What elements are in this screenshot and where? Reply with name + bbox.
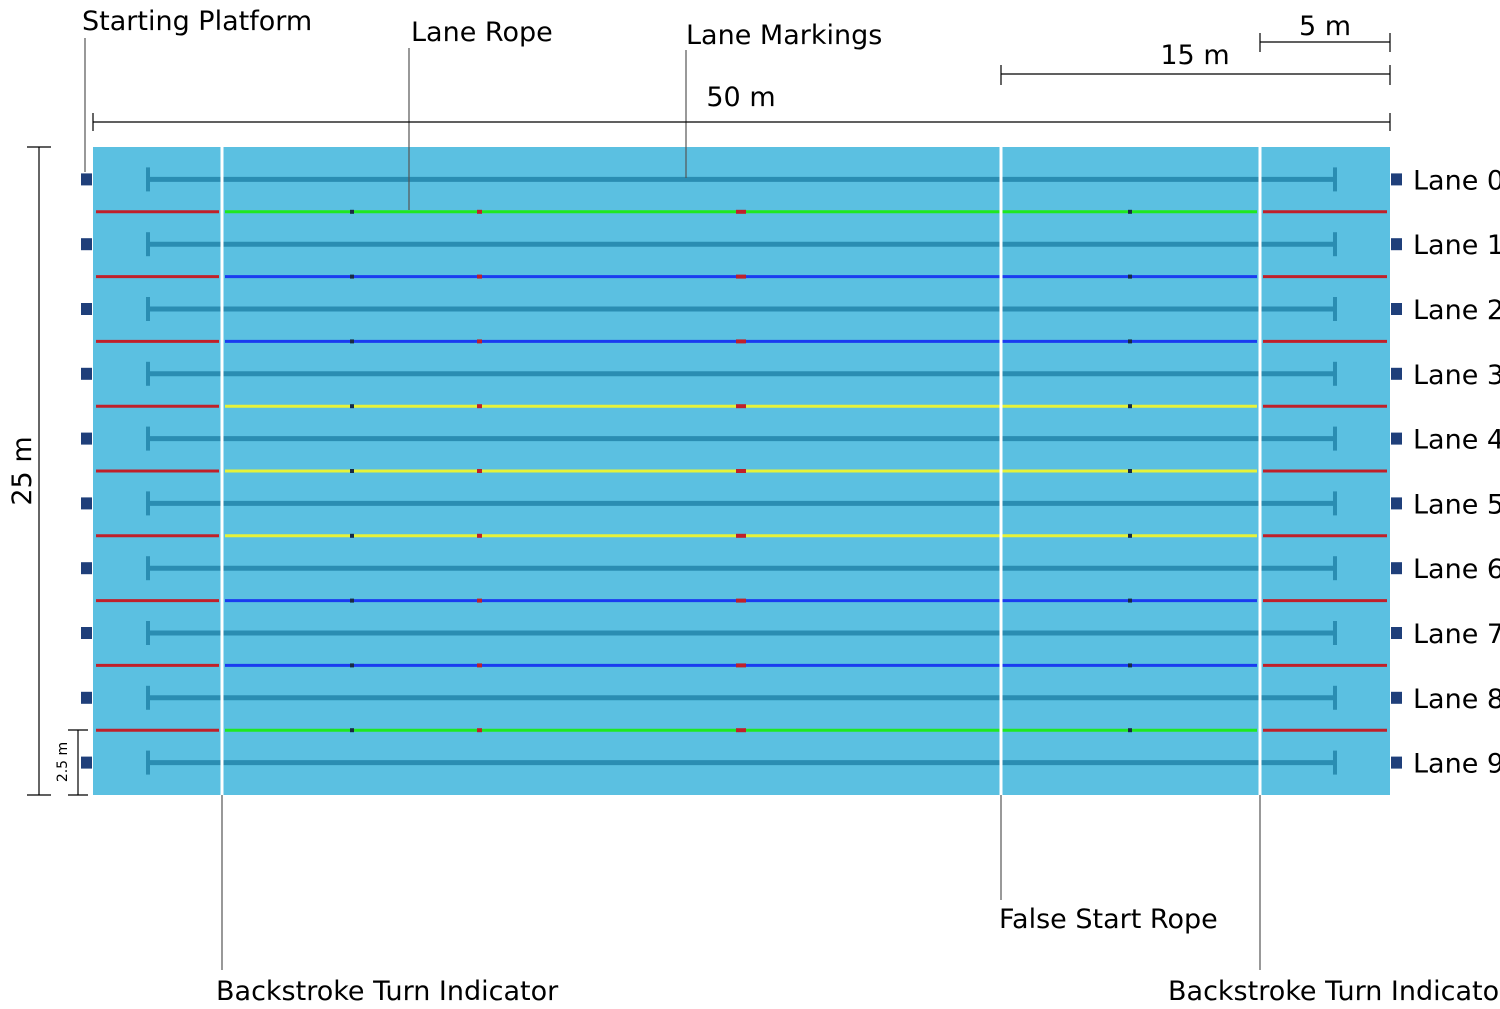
lane-rope	[96, 339, 1387, 344]
lane-label: Lane 3	[1413, 360, 1500, 391]
width-dimension-label: 25 m	[7, 436, 38, 505]
starting-platform-left	[81, 238, 92, 251]
backstroke-left-label: Backstroke Turn Indicator	[216, 976, 559, 1007]
lane-rope	[96, 663, 1387, 668]
width-dimension-line	[27, 146, 51, 796]
starting-platform-left	[81, 303, 92, 315]
lane-rope	[96, 404, 1387, 409]
backstroke-dimension-line	[1259, 33, 1391, 52]
starting-platform-right	[1391, 173, 1402, 186]
lane-label: Lane 9	[1413, 749, 1500, 780]
lane-label: Lane 6	[1413, 554, 1500, 585]
starting-platform-right	[1391, 562, 1402, 575]
lane-label: Lane 4	[1413, 425, 1500, 456]
starting-platform-left	[81, 562, 92, 575]
lane-markings-group	[146, 167, 1337, 775]
lane-label: Lane 5	[1413, 489, 1500, 520]
lane-labels-group: Lane 0 Lane 1 Lane 2 Lane 3 Lane 4 Lane 5 Lane…	[1413, 165, 1500, 779]
lane-marking	[146, 685, 1337, 710]
starting-platform-label: Starting Platform	[82, 6, 312, 37]
lane-marking	[146, 491, 1337, 516]
starting-platform-right	[1391, 627, 1402, 639]
lane-marking	[146, 621, 1337, 645]
lane-marking	[146, 361, 1337, 386]
lane-marking	[146, 556, 1337, 581]
lane-label: Lane 8	[1413, 684, 1500, 715]
lane-rope	[96, 533, 1387, 538]
lane-marking	[146, 232, 1337, 257]
false-start-rope-label: False Start Rope	[999, 904, 1218, 935]
lane-rope	[96, 209, 1387, 214]
backstroke-dimension-label: 5 m	[1299, 11, 1351, 42]
lane-width-dimension-label: 2.5 m	[55, 742, 71, 782]
starting-platforms-group	[81, 173, 1402, 769]
length-dimension-label: 50 m	[706, 82, 775, 113]
starting-platform-right	[1391, 238, 1402, 251]
starting-platform-left	[81, 497, 92, 510]
starting-platform-right	[1391, 497, 1402, 510]
lane-width-dimension-line	[68, 729, 88, 796]
lane-marking	[146, 426, 1337, 451]
lane-marking	[146, 750, 1337, 775]
false-start-dimension-line	[1000, 65, 1391, 85]
lane-label: Lane 0	[1413, 165, 1500, 196]
lane-label: Lane 2	[1413, 295, 1500, 326]
starting-platform-left	[81, 627, 92, 639]
lane-rope-label: Lane Rope	[411, 17, 553, 48]
lane-rope	[96, 274, 1387, 279]
lane-ropes-group	[96, 209, 1387, 733]
false-start-dimension-label: 15 m	[1160, 40, 1229, 71]
starting-platform-left	[81, 367, 92, 380]
lane-markings-label: Lane Markings	[686, 20, 882, 51]
lane-rope	[96, 598, 1387, 603]
lane-marking	[146, 297, 1337, 321]
starting-platform-right	[1391, 303, 1402, 315]
backstroke-right-label: Backstroke Turn Indicator	[1168, 976, 1500, 1007]
lane-rope	[96, 469, 1387, 473]
lane-label: Lane 1	[1413, 230, 1500, 261]
starting-platform-right	[1391, 432, 1402, 445]
starting-platform-left	[81, 691, 92, 704]
starting-platform-right	[1391, 367, 1402, 380]
lane-rope	[96, 728, 1387, 733]
starting-platform-left	[81, 173, 92, 186]
starting-platform-right	[1391, 756, 1402, 769]
starting-platform-right	[1391, 691, 1402, 704]
starting-platform-left	[81, 756, 92, 769]
lane-label: Lane 7	[1413, 619, 1500, 650]
lane-marking	[146, 167, 1337, 192]
length-dimension-line	[92, 113, 1391, 131]
starting-platform-left	[81, 432, 92, 445]
